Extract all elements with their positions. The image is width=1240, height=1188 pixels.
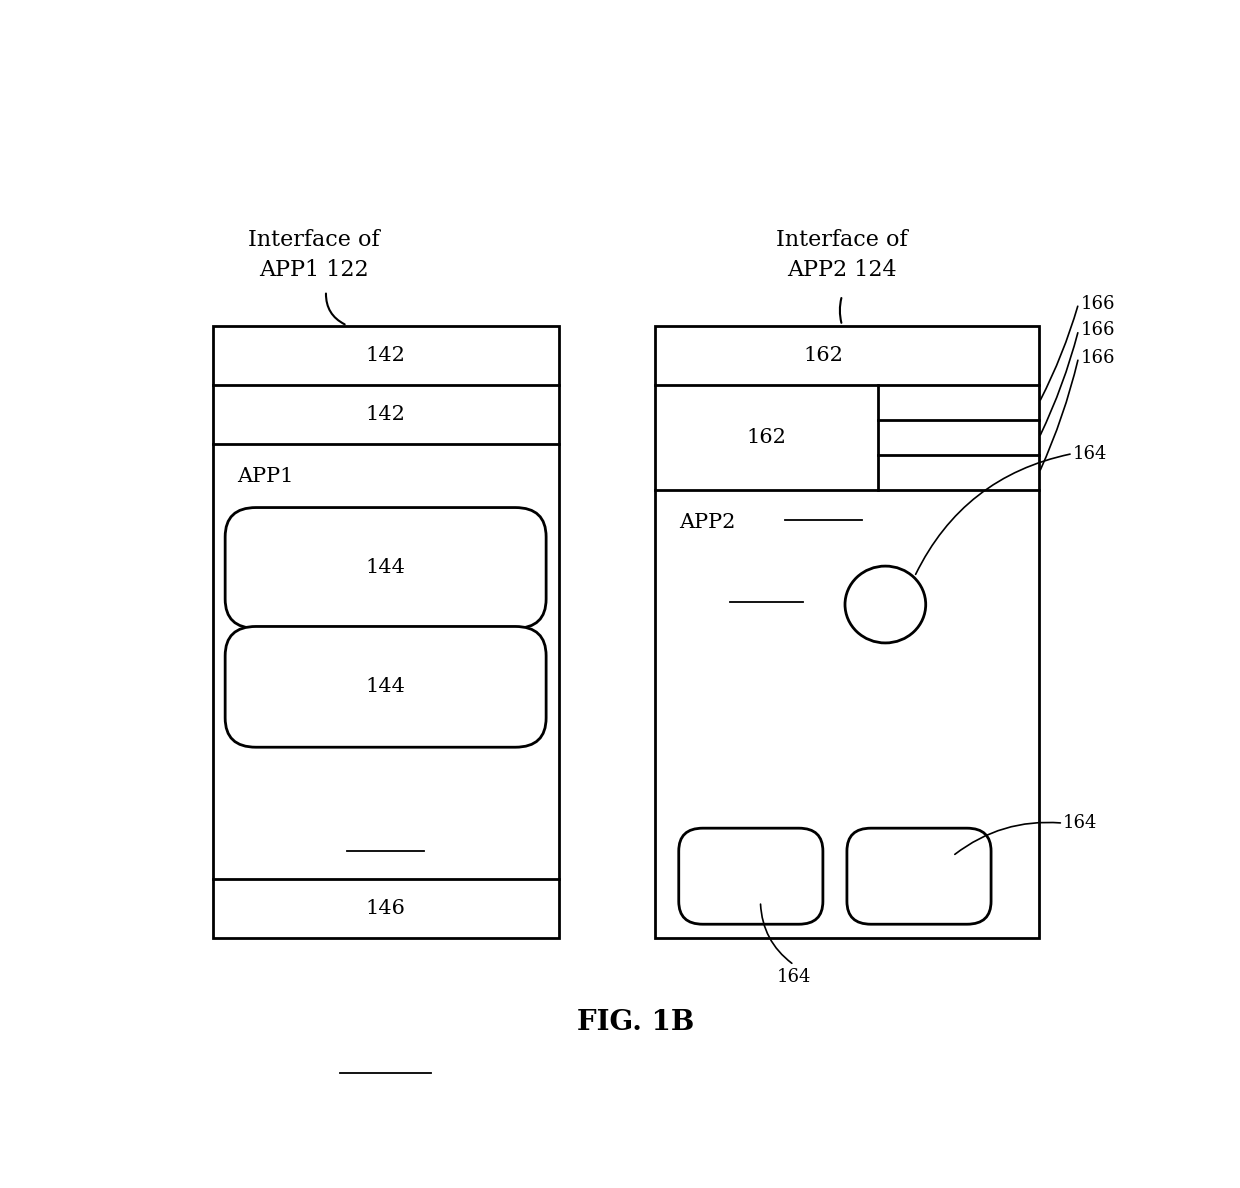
Text: 164: 164 — [1063, 814, 1097, 832]
Text: Interface of: Interface of — [776, 229, 908, 252]
Text: APP2 124: APP2 124 — [787, 259, 897, 280]
Text: 162: 162 — [746, 428, 786, 447]
Text: 144: 144 — [366, 677, 405, 696]
Text: 144: 144 — [366, 558, 405, 577]
Circle shape — [844, 567, 926, 643]
Bar — [213, 326, 558, 939]
Text: 146: 146 — [366, 899, 405, 918]
Text: 166: 166 — [1080, 321, 1115, 339]
FancyBboxPatch shape — [847, 828, 991, 924]
Text: 142: 142 — [366, 346, 405, 365]
FancyBboxPatch shape — [226, 626, 546, 747]
Text: FIG. 1B: FIG. 1B — [577, 1009, 694, 1036]
FancyBboxPatch shape — [678, 828, 823, 924]
Text: 166: 166 — [1080, 295, 1115, 312]
Text: 166: 166 — [1080, 348, 1115, 367]
Text: Interface of: Interface of — [248, 229, 379, 252]
Bar — [655, 326, 1039, 939]
Text: APP1 122: APP1 122 — [259, 259, 368, 280]
Text: APP1: APP1 — [237, 467, 293, 486]
Text: 162: 162 — [804, 346, 843, 365]
Text: 164: 164 — [1073, 444, 1107, 462]
Text: 164: 164 — [777, 968, 811, 986]
Text: APP2: APP2 — [678, 513, 735, 532]
FancyBboxPatch shape — [226, 507, 546, 628]
Text: 142: 142 — [366, 405, 405, 424]
